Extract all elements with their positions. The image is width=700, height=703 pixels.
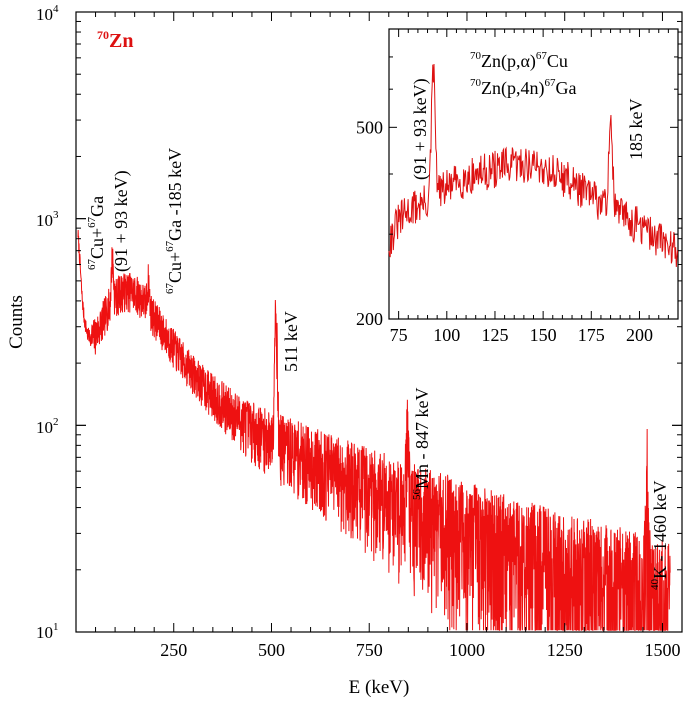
y-tick-label-1e4: 104 bbox=[36, 3, 59, 24]
main-x-tick-label: 750 bbox=[356, 640, 383, 660]
inset-x-tick-label: 75 bbox=[390, 325, 408, 345]
y-tick-label-1e1: 101 bbox=[36, 621, 59, 642]
y-axis-label: Counts bbox=[6, 295, 27, 349]
inset-reaction-2-b: Zn(p,4n) bbox=[481, 78, 544, 99]
inset-reaction-2-c: 67 bbox=[544, 77, 556, 89]
annotation-k-text: K - 1460 keV bbox=[650, 481, 670, 579]
annotation-k-iso: 40 bbox=[649, 579, 661, 591]
annotation-cu-ga-energies: (91 + 93 keV) bbox=[111, 170, 132, 272]
main-spectrum-line bbox=[77, 230, 671, 631]
y-tick-label-1e3: 103 bbox=[36, 209, 59, 230]
inset-x-tick-label: 175 bbox=[578, 325, 605, 345]
main-x-tick-label: 1500 bbox=[644, 640, 680, 660]
title-element: Zn bbox=[109, 30, 133, 52]
chart-title: 70Zn bbox=[97, 28, 133, 52]
inset-reaction-1-c: 67 bbox=[536, 50, 548, 62]
inset-x-axis-ticks: 75 100 125 150 175 200 bbox=[390, 29, 669, 345]
annotation-k-1460: 40K - 1460 keV bbox=[649, 481, 670, 590]
annotation-mn-iso: 56 bbox=[411, 489, 423, 501]
annotation-cu-ga-185-iso2: 67 bbox=[164, 240, 176, 252]
inset-reaction-1-b: Zn(p,α) bbox=[481, 51, 536, 72]
inset-spectrum-line bbox=[388, 63, 679, 268]
inset-annotation-93: (91 + 93 keV) bbox=[410, 78, 431, 180]
inset-annotation-185: 185 keV bbox=[626, 99, 646, 161]
annotation-cu-ga-el2: Ga bbox=[87, 196, 107, 217]
main-x-tick-label: 1000 bbox=[449, 640, 485, 660]
y-tick-base-1e4: 10 bbox=[36, 5, 53, 24]
inset-y-tick-label: 500 bbox=[356, 117, 383, 137]
y-tick-base-1e2: 10 bbox=[36, 418, 53, 437]
y-tick-label-1e2: 102 bbox=[36, 416, 59, 437]
annotation-cu-ga-185-el1: Cu+ bbox=[165, 252, 185, 283]
inset-y-tick-label: 200 bbox=[356, 309, 383, 329]
inset-x-tick-label: 150 bbox=[530, 325, 557, 345]
main-x-axis-ticks: 250 500 750 1000 1250 1500 bbox=[95, 12, 680, 660]
y-tick-exp-1e2: 2 bbox=[53, 416, 59, 428]
annotation-mn-text: Mn - 847 keV bbox=[412, 388, 432, 490]
inset-reaction-1-d: Cu bbox=[547, 51, 568, 71]
annotation-cu-ga-185: 67Cu+67Ga -185 keV bbox=[164, 148, 185, 294]
inset-x-tick-label: 100 bbox=[433, 325, 460, 345]
inset-reaction-1: 70Zn(p,α)67Cu bbox=[470, 50, 568, 72]
y-tick-exp-1e1: 1 bbox=[53, 621, 59, 633]
y-tick-exp-1e3: 3 bbox=[53, 209, 59, 221]
main-x-tick-label: 500 bbox=[258, 640, 285, 660]
annotation-cu-ga-iso1: 67 bbox=[86, 259, 98, 271]
annotation-cu-ga-el1: Cu+ bbox=[87, 228, 107, 259]
x-axis-label: E (keV) bbox=[349, 677, 410, 698]
annotation-mn-847: 56Mn - 847 keV bbox=[411, 388, 432, 501]
main-spectrum-series bbox=[77, 230, 671, 631]
inset-x-tick-label: 125 bbox=[481, 325, 508, 345]
title-mass: 70 bbox=[97, 28, 109, 42]
inset-x-tick-label: 200 bbox=[626, 325, 653, 345]
annotation-cu-ga-185-iso1: 67 bbox=[164, 283, 176, 295]
annotation-511: 511 keV bbox=[281, 311, 301, 372]
y-tick-base-1e3: 10 bbox=[36, 211, 53, 230]
annotation-cu-ga-iso2: 67 bbox=[86, 216, 98, 228]
inset-reaction-2-d: Ga bbox=[555, 78, 576, 98]
inset-reaction-2-a: 70 bbox=[470, 77, 482, 89]
inset-reaction-1-a: 70 bbox=[470, 50, 482, 62]
annotation-cu-ga-185-el2: Ga -185 keV bbox=[165, 148, 185, 241]
main-x-tick-label: 1250 bbox=[547, 640, 583, 660]
inset-y-axis-ticks: 200 500 bbox=[356, 28, 678, 329]
main-x-tick-label: 250 bbox=[160, 640, 187, 660]
y-tick-exp-1e4: 4 bbox=[53, 3, 59, 15]
y-tick-base-1e1: 10 bbox=[36, 623, 53, 642]
inset-spectrum-series bbox=[388, 63, 679, 268]
inset-reaction-2: 70Zn(p,4n)67Ga bbox=[470, 77, 576, 99]
annotation-cu-ga: 67Cu+67Ga bbox=[86, 196, 107, 270]
